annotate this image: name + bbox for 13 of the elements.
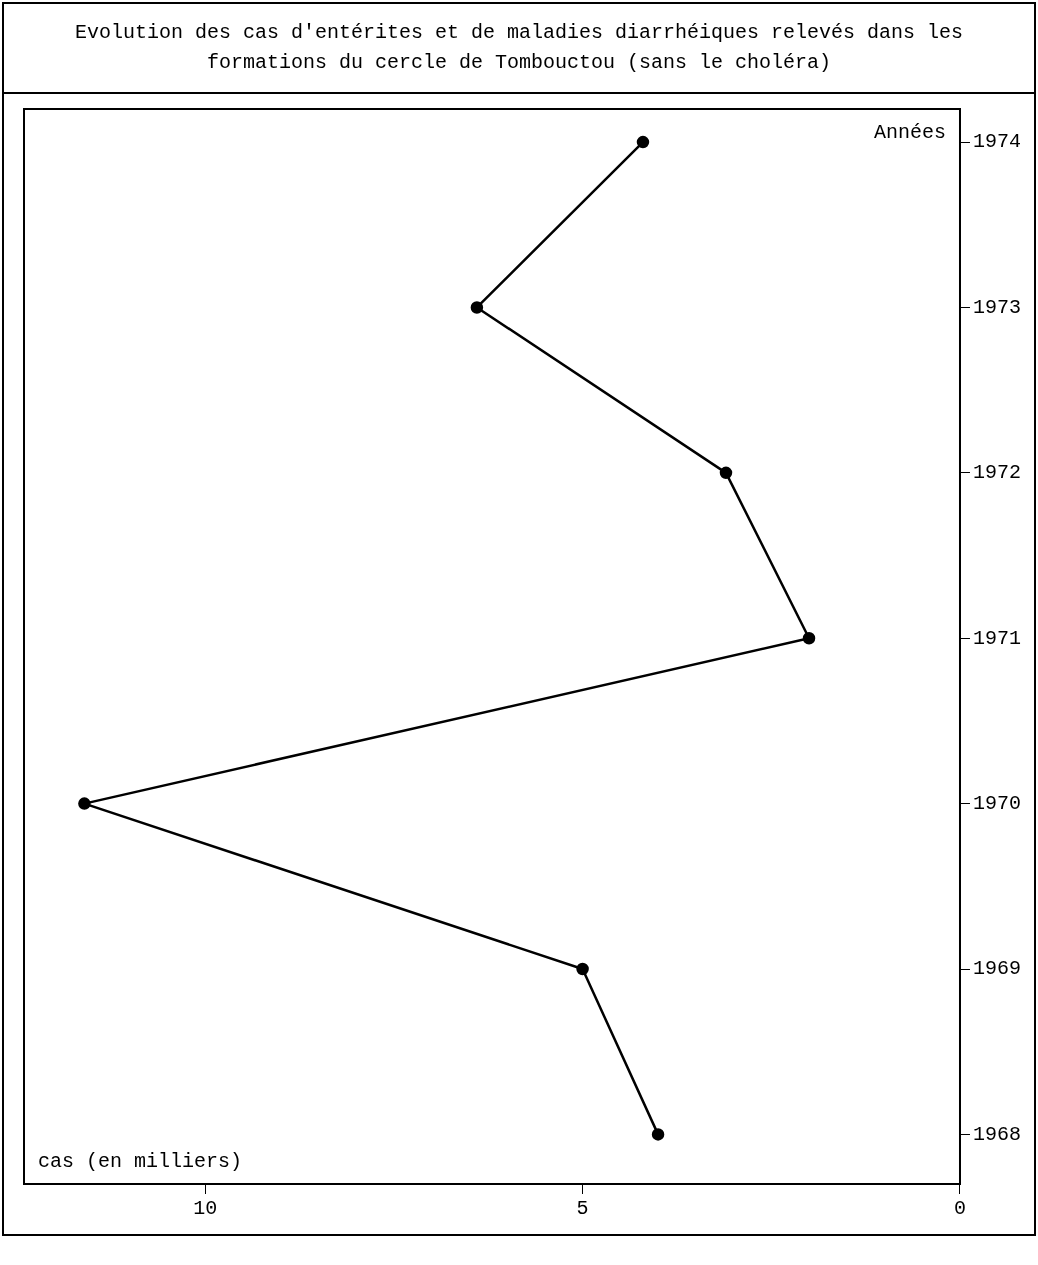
y-tick-label: 1970 bbox=[972, 791, 1022, 815]
x-axis-title: cas (en milliers) bbox=[38, 1150, 243, 1174]
y-tick-label: 1969 bbox=[972, 957, 1022, 981]
x-tick-label: 0 bbox=[953, 1197, 966, 1221]
y-tick-label: 1968 bbox=[972, 1122, 1022, 1146]
x-tick-label: 10 bbox=[193, 1197, 218, 1221]
y-tick-label: 1974 bbox=[972, 130, 1022, 154]
chart-title: Evolution des cas d'entérites et de maladies diarrhéiques relevés dans les formations du cercle de Tombouctou (sans le choléra) bbox=[4, 4, 1034, 94]
y-tick-label: 1971 bbox=[972, 626, 1022, 650]
y-tick-label: 1972 bbox=[972, 461, 1022, 485]
x-tick-label: 5 bbox=[576, 1197, 589, 1221]
y-tick-label: 1973 bbox=[972, 295, 1022, 319]
y-axis-title: Années bbox=[873, 121, 946, 145]
